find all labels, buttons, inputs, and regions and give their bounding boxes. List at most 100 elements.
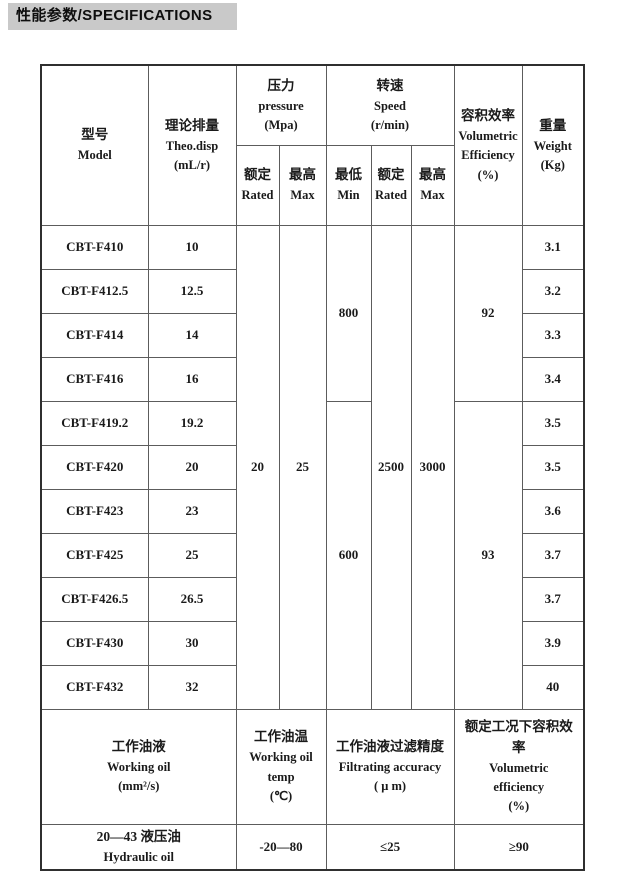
filtration-value: ≤25 <box>325 823 455 871</box>
speed-min-value-lower: 600 <box>325 400 372 710</box>
working-oil-value-zh: 20—43 液压油 <box>96 828 181 844</box>
model-cell: CBT-F416 <box>40 356 149 402</box>
model-cell: CBT-F423 <box>40 488 149 534</box>
working-oil-unit: (mm²/s) <box>118 779 160 794</box>
weight-header-en: Weight <box>533 138 572 153</box>
filtration-unit: ( μ m) <box>373 779 407 794</box>
spec-row: CBT-F425 25 3.7 <box>40 532 585 578</box>
displacement-header-unit: (mL/r) <box>173 157 211 172</box>
pressure-max-subheader: 最高 Max <box>278 144 327 226</box>
pressure-rated-value: 20 <box>235 224 280 710</box>
model-cell: CBT-F425 <box>40 532 149 578</box>
spec-row: CBT-F412.5 12.5 3.2 <box>40 268 585 314</box>
model-cell: CBT-F412.5 <box>40 268 149 314</box>
displacement-cell: 12.5 <box>147 268 237 314</box>
subheader-zh: 最高 <box>419 167 446 183</box>
pressure-header-zh: 压力 <box>267 77 295 93</box>
subheader-zh: 最低 <box>335 167 362 183</box>
model-cell: CBT-F410 <box>40 224 149 270</box>
speed-group-header: 转速 Speed (r/min) <box>325 64 455 146</box>
weight-cell: 3.3 <box>521 312 585 358</box>
weight-cell: 3.7 <box>521 532 585 578</box>
model-cell: CBT-F430 <box>40 620 149 666</box>
rated-efficiency-unit: (%) <box>508 799 530 814</box>
subheader-zh: 最高 <box>289 167 316 183</box>
displacement-cell: 32 <box>147 664 237 710</box>
rated-efficiency-en1: Volumetric <box>489 760 549 775</box>
model-cell: CBT-F432 <box>40 664 149 710</box>
displacement-column-header: 理论排量 Theo.disp (mL/r) <box>147 64 237 226</box>
rated-efficiency-value: ≥90 <box>453 823 585 871</box>
oil-temp-en2: temp <box>267 769 295 784</box>
efficiency-value-upper: 92 <box>453 224 523 402</box>
displacement-header-en: Theo.disp <box>165 138 219 153</box>
oil-temp-unit: (℃) <box>269 788 293 803</box>
pressure-header-en: pressure <box>258 98 304 113</box>
displacement-cell: 19.2 <box>147 400 237 446</box>
efficiency-header-unit: (%) <box>477 167 499 182</box>
speed-min-value-upper: 800 <box>325 224 372 402</box>
subheader-en: Max <box>420 188 445 203</box>
speed-header-unit: (r/min) <box>370 117 410 132</box>
oil-temp-value: -20—80 <box>235 823 327 871</box>
speed-header-en: Speed <box>374 98 406 113</box>
header-group-row: 型号 Model 理论排量 Theo.disp (mL/r) 压力 pressu… <box>40 64 585 226</box>
displacement-cell: 14 <box>147 312 237 358</box>
model-header-zh: 型号 <box>81 127 109 143</box>
spec-row: CBT-F419.2 19.2 600 93 3.5 <box>40 400 585 710</box>
weight-header-zh: 重量 <box>539 117 567 133</box>
model-cell: CBT-F414 <box>40 312 149 358</box>
displacement-cell: 16 <box>147 356 237 402</box>
weight-column-header: 重量 Weight (Kg) <box>521 64 585 226</box>
page-title: 性能参数/SPECIFICATIONS <box>8 3 237 31</box>
subheader-zh: 额定 <box>377 167 405 183</box>
working-oil-zh: 工作油液 <box>111 738 166 754</box>
speed-max-value: 3000 <box>410 224 455 710</box>
weight-cell: 3.4 <box>521 356 585 402</box>
speed-rated-value: 2500 <box>370 224 412 710</box>
speed-min-subheader: 最低 Min <box>325 144 372 226</box>
working-oil-header: 工作油液 Working oil (mm²/s) <box>40 708 237 825</box>
spec-row: CBT-F410 10 20 25 800 2500 3000 92 3.1 <box>40 224 585 710</box>
speed-header-zh: 转速 <box>376 77 404 93</box>
efficiency-header-en2: Efficiency <box>461 148 515 163</box>
speed-max-subheader: 最高 Max <box>410 144 455 226</box>
filtration-en: Filtrating accuracy <box>338 759 442 774</box>
spec-row: CBT-F426.5 26.5 3.7 <box>40 576 585 622</box>
spec-row: CBT-F416 16 3.4 <box>40 356 585 402</box>
pressure-group-header: 压力 pressure (Mpa) <box>235 64 327 146</box>
weight-cell: 3.2 <box>521 268 585 314</box>
displacement-cell: 23 <box>147 488 237 534</box>
model-cell: CBT-F426.5 <box>40 576 149 622</box>
oil-temp-zh: 工作油温 <box>254 729 308 745</box>
model-header-en: Model <box>77 148 112 163</box>
weight-header-unit: (Kg) <box>540 157 565 172</box>
header-sub-row: 额定 Rated 最高 Max 最低 Min 额定 Rated 最高 Max <box>41 144 584 226</box>
efficiency-header-zh: 容积效率 <box>461 107 516 123</box>
displacement-cell: 10 <box>147 224 237 270</box>
oil-temp-en1: Working oil <box>249 750 313 765</box>
displacement-cell: 30 <box>147 620 237 666</box>
subheader-en: Rated <box>241 188 274 203</box>
weight-cell: 40 <box>521 664 585 710</box>
efficiency-column-header: 容积效率 Volumetric Efficiency (%) <box>453 64 523 226</box>
weight-cell: 3.9 <box>521 620 585 666</box>
displacement-cell: 26.5 <box>147 576 237 622</box>
working-oil-value: 20—43 液压油 Hydraulic oil <box>40 823 237 871</box>
subheader-en: Max <box>290 188 315 203</box>
efficiency-value-lower: 93 <box>453 400 523 710</box>
subheader-en: Min <box>337 188 360 203</box>
weight-cell: 3.6 <box>521 488 585 534</box>
weight-cell: 3.1 <box>521 224 585 270</box>
working-oil-en: Working oil <box>106 759 171 774</box>
footer-value-row: 20—43 液压油 Hydraulic oil -20—80 ≤25 ≥90 <box>40 823 585 871</box>
rated-efficiency-zh: 额定工况下容积效率 <box>464 718 573 755</box>
spec-row: CBT-F430 30 3.9 <box>40 620 585 666</box>
filtration-zh: 工作油液过滤精度 <box>336 738 444 754</box>
displacement-cell: 20 <box>147 444 237 490</box>
spec-row: CBT-F423 23 3.6 <box>40 488 585 534</box>
pressure-max-value: 25 <box>278 224 327 710</box>
efficiency-header-en1: Volumetric <box>458 128 518 143</box>
pressure-header-unit: (Mpa) <box>264 117 298 132</box>
weight-cell: 3.5 <box>521 400 585 446</box>
